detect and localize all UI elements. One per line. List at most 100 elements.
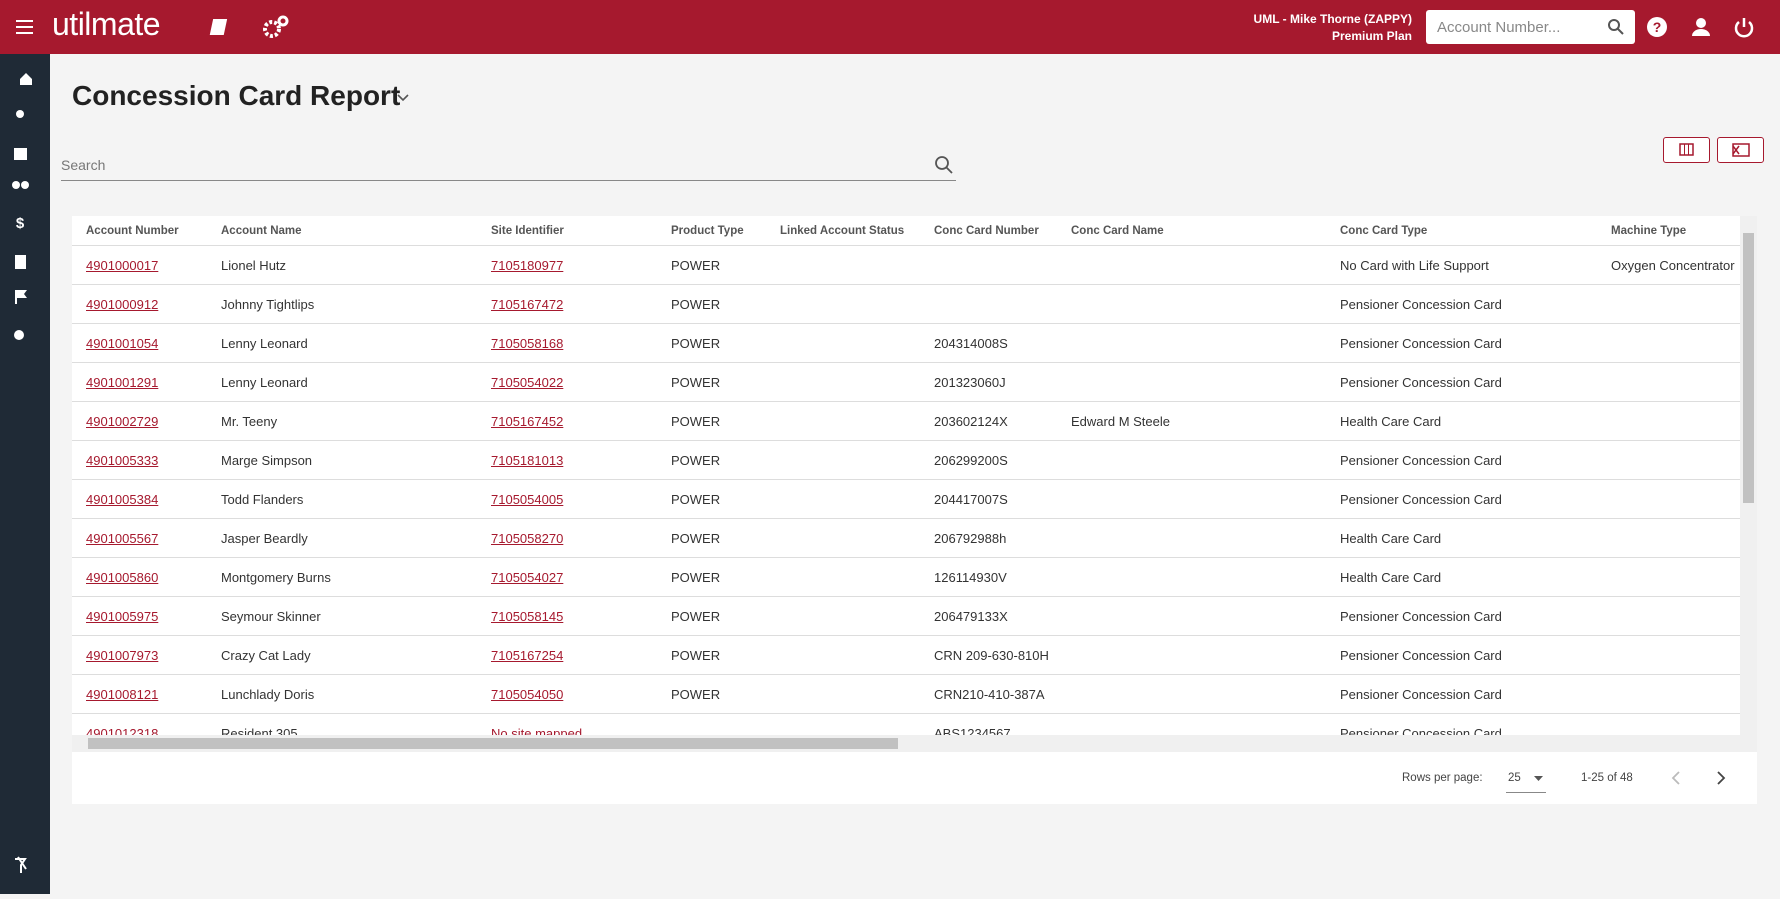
table-cell[interactable]: 4901001291	[72, 362, 207, 402]
power-icon[interactable]	[1733, 16, 1755, 38]
table-cell[interactable]: 4901007973	[72, 635, 207, 675]
table-cell[interactable]: 4901008121	[72, 674, 207, 714]
customer-icon[interactable]	[16, 110, 24, 118]
table-cell: Johnny Tightlips	[207, 284, 477, 324]
vertical-scrollbar[interactable]	[1740, 216, 1757, 735]
table-cell[interactable]: 7105181013	[477, 440, 657, 480]
table-cell: 126114930V	[920, 557, 1057, 597]
table-cell: POWER	[657, 284, 766, 324]
export-button[interactable]	[1717, 137, 1764, 163]
table-cell[interactable]: 7105058145	[477, 596, 657, 636]
table-cell: POWER	[657, 362, 766, 402]
table-cell[interactable]: 7105054022	[477, 362, 657, 402]
logo[interactable]: utilmate	[52, 6, 161, 42]
table-cell	[766, 557, 920, 597]
table-cell	[1057, 713, 1326, 735]
table-cell[interactable]: 4901005975	[72, 596, 207, 636]
table-cell[interactable]: 7105054027	[477, 557, 657, 597]
table-cell: Pensioner Concession Card	[1326, 479, 1597, 519]
title-dropdown[interactable]	[396, 91, 410, 105]
table-cell	[766, 596, 920, 636]
column-header[interactable]: Conc Card Number	[920, 216, 1057, 246]
billing-icon[interactable]: $	[16, 215, 25, 232]
table-row: 4901005567 Jasper Beardly 7105058270 POWER 2…	[72, 518, 1740, 558]
table-cell: ABS1234567	[920, 713, 1057, 735]
table-cell[interactable]: 7105167472	[477, 284, 657, 324]
table-cell: Lenny Leonard	[207, 323, 477, 363]
table-cell: No Card with Life Support	[1326, 245, 1597, 285]
columns-icon	[1679, 143, 1694, 156]
page-title: Concession Card Report	[72, 80, 401, 111]
account-search[interactable]: Account Number...	[1426, 10, 1635, 44]
table-cell[interactable]: 7105180977	[477, 245, 657, 285]
table-cell[interactable]: 4901005860	[72, 557, 207, 597]
table-cell: POWER	[657, 518, 766, 558]
table-cell[interactable]: 4901000912	[72, 284, 207, 324]
groups-icon[interactable]	[12, 181, 20, 189]
table-cell[interactable]: 7105058168	[477, 323, 657, 363]
column-header[interactable]: Conc Card Type	[1326, 216, 1597, 246]
table-cell[interactable]: 4901002729	[72, 401, 207, 441]
table-cell	[1597, 518, 1740, 558]
table-row: 4901000017 Lionel Hutz 7105180977 POWER No C…	[72, 245, 1740, 285]
horizontal-scrollbar[interactable]	[72, 735, 1757, 752]
table-cell[interactable]: 4901005333	[72, 440, 207, 480]
column-header[interactable]: Account Number	[72, 216, 207, 246]
menu-button[interactable]	[14, 17, 36, 37]
report-search[interactable]: Search	[61, 152, 956, 181]
flag-icon[interactable]	[15, 290, 27, 304]
settings-icon[interactable]	[262, 14, 290, 40]
table-cell[interactable]: 4901001054	[72, 323, 207, 363]
table-cell[interactable]: 7105058270	[477, 518, 657, 558]
table-cell[interactable]: 4901005384	[72, 479, 207, 519]
table-cell[interactable]: 4901005567	[72, 518, 207, 558]
columns-button[interactable]	[1663, 137, 1710, 163]
calendar-icon[interactable]	[14, 148, 27, 160]
help-icon[interactable]: ?	[1646, 16, 1668, 38]
column-header[interactable]: Site Identifier	[477, 216, 657, 246]
prev-page[interactable]	[1668, 769, 1684, 787]
table-cell: Jasper Beardly	[207, 518, 477, 558]
plan: Premium Plan	[1331, 29, 1412, 43]
table-cell	[1057, 674, 1326, 714]
reports-icon[interactable]	[15, 255, 26, 269]
table-cell	[1057, 284, 1326, 324]
table-row: 4901005975 Seymour Skinner 7105058145 POWER…	[72, 596, 1740, 636]
table-cell[interactable]: No site mapped	[477, 713, 657, 735]
table-cell	[1597, 440, 1740, 480]
profile-icon[interactable]	[1690, 16, 1712, 38]
next-page[interactable]	[1713, 769, 1729, 787]
table-cell[interactable]: 7105167254	[477, 635, 657, 675]
table-cell[interactable]: 7105054050	[477, 674, 657, 714]
table-row: 4901000912 Johnny Tightlips 7105167472 POWE…	[72, 284, 1740, 324]
table: Account Number Account Name Site Identifie…	[72, 216, 1740, 735]
column-header[interactable]: Conc Card Name	[1057, 216, 1326, 246]
table-cell	[766, 440, 920, 480]
settings-nav-icon[interactable]	[14, 330, 24, 340]
table-cell[interactable]: 4901000017	[72, 245, 207, 285]
book-icon[interactable]	[206, 15, 230, 39]
home-icon[interactable]	[20, 73, 32, 85]
table-cell	[766, 362, 920, 402]
table-cell	[1597, 674, 1740, 714]
column-header[interactable]: Machine Type	[1597, 216, 1740, 246]
table-cell[interactable]: 7105167452	[477, 401, 657, 441]
table-row: 4901002729 Mr. Teeny 7105167452 POWER 203602…	[72, 401, 1740, 441]
table-cell[interactable]: 7105054005	[477, 479, 657, 519]
table-cell: Pensioner Concession Card	[1326, 674, 1597, 714]
column-header[interactable]: Product Type	[657, 216, 766, 246]
table-cell	[766, 323, 920, 363]
column-header[interactable]: Account Name	[207, 216, 477, 246]
pin-icon[interactable]	[15, 856, 27, 873]
column-header[interactable]: Linked Account Status	[766, 216, 920, 246]
table-cell[interactable]: 4901012318	[72, 713, 207, 735]
rows-per-page-select[interactable]: 25	[1506, 766, 1546, 793]
table-cell	[766, 674, 920, 714]
table-cell	[1597, 284, 1740, 324]
scroll-thumb[interactable]	[1743, 233, 1754, 503]
table-cell	[1057, 245, 1326, 285]
table-cell	[766, 479, 920, 519]
search-icon[interactable]	[934, 155, 954, 175]
search-icon[interactable]	[1607, 18, 1625, 36]
scroll-thumb[interactable]	[88, 738, 898, 749]
